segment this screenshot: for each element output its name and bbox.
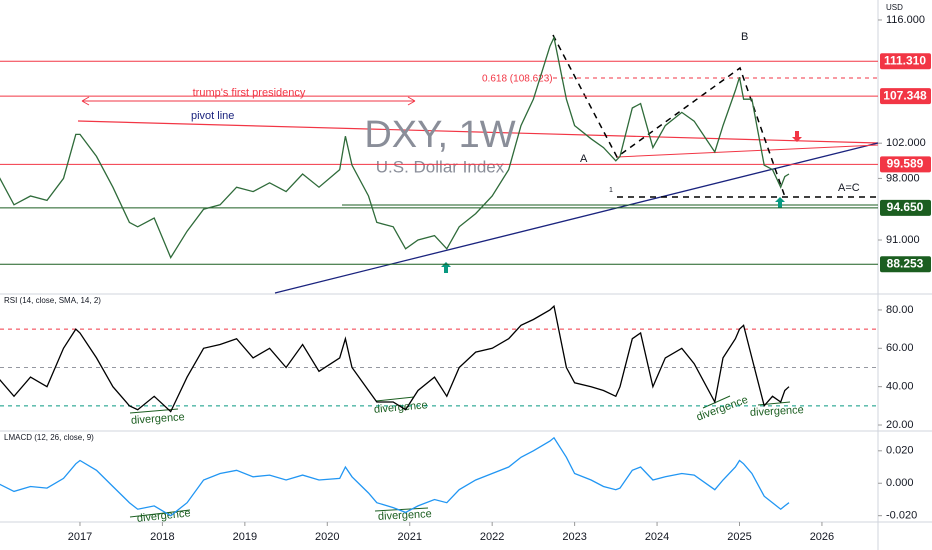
trend-line — [616, 144, 879, 158]
divergence-line — [375, 396, 415, 402]
x-tick-label: 2025 — [727, 531, 751, 543]
watermark-title: DXY, 1W — [364, 114, 515, 156]
divergence-line — [129, 509, 191, 518]
x-tick-label: 2022 — [480, 531, 504, 543]
x-tick-label: 2019 — [233, 531, 257, 543]
y-tick-label: 0.020 — [886, 445, 914, 457]
annotation: B — [741, 31, 748, 43]
price-label-box — [880, 88, 931, 105]
annotation: pivot line — [191, 110, 234, 122]
annotation: divergence — [131, 411, 186, 427]
annotation: A=C — [838, 182, 860, 194]
y-tick-label: -0.020 — [886, 510, 917, 522]
price-label-box — [880, 199, 931, 216]
x-tick-label: 2017 — [68, 531, 92, 543]
series-line — [0, 304, 790, 413]
annotation: divergence — [373, 399, 428, 416]
down-arrow — [792, 131, 802, 142]
y-tick-label: 40.00 — [886, 381, 914, 393]
y-tick-label: 0.000 — [886, 477, 914, 489]
annotation: 0.618 (108.623) — [482, 74, 553, 85]
arrow-heads — [81, 96, 416, 106]
price-label-box — [880, 256, 931, 273]
y-tick-label: 102.000 — [886, 137, 926, 149]
x-tick-label: 2023 — [562, 531, 586, 543]
y-tick-label: 80.00 — [886, 304, 914, 316]
pane-title: RSI (14, close, SMA, 14, 2) — [4, 296, 101, 305]
y-tick-label: 60.00 — [886, 342, 914, 354]
x-tick-label: 2021 — [397, 531, 421, 543]
x-tick-label: 2026 — [810, 531, 834, 543]
y-tick-label: 116.000 — [886, 14, 925, 26]
price-label: 111.310 — [884, 53, 926, 67]
abc-pattern — [552, 34, 786, 198]
price-label-box — [880, 53, 931, 70]
annotation: divergence — [378, 508, 432, 523]
y-tick-label: 91.000 — [886, 234, 920, 246]
watermark-subtitle: U.S. Dollar Index — [376, 157, 505, 176]
price-label: 99.589 — [887, 157, 924, 171]
y-tick-label: 98.000 — [886, 172, 920, 184]
x-tick-label: 2024 — [645, 531, 669, 543]
price-label-box — [880, 156, 931, 173]
up-arrow — [775, 197, 785, 208]
price-label: 94.650 — [887, 200, 924, 214]
y-tick-label: 20.00 — [886, 419, 914, 431]
price-label: 107.348 — [883, 88, 927, 102]
x-tick-label: 2018 — [150, 531, 174, 543]
divergence-line — [374, 507, 429, 512]
up-arrow — [441, 262, 451, 273]
annotation: divergence — [750, 404, 804, 419]
pane-title: LMACD (12, 26, close, 9) — [4, 433, 94, 442]
drawings — [77, 34, 879, 518]
support-line — [274, 142, 879, 294]
annotation: trump's first presidency — [193, 87, 306, 99]
unit-label: USD — [886, 3, 903, 12]
series-line — [0, 436, 790, 517]
annotation: A — [580, 153, 588, 165]
series-line — [0, 35, 790, 260]
price-label: 88.253 — [887, 256, 924, 270]
annotation: 1 — [609, 187, 613, 194]
annotation: divergence — [695, 394, 750, 424]
pivot-line — [77, 120, 879, 144]
divergence-line — [129, 408, 179, 414]
x-tick-label: 2020 — [315, 531, 339, 543]
annotation: divergence — [136, 507, 191, 525]
